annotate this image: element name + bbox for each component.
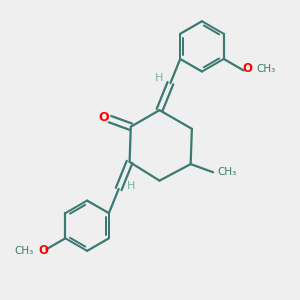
Text: CH₃: CH₃: [257, 64, 276, 74]
Text: O: O: [242, 62, 252, 75]
Text: CH₃: CH₃: [218, 167, 237, 177]
Text: H: H: [127, 181, 135, 191]
Text: O: O: [38, 244, 48, 257]
Text: CH₃: CH₃: [14, 246, 33, 256]
Text: O: O: [99, 111, 109, 124]
Text: H: H: [154, 73, 163, 82]
